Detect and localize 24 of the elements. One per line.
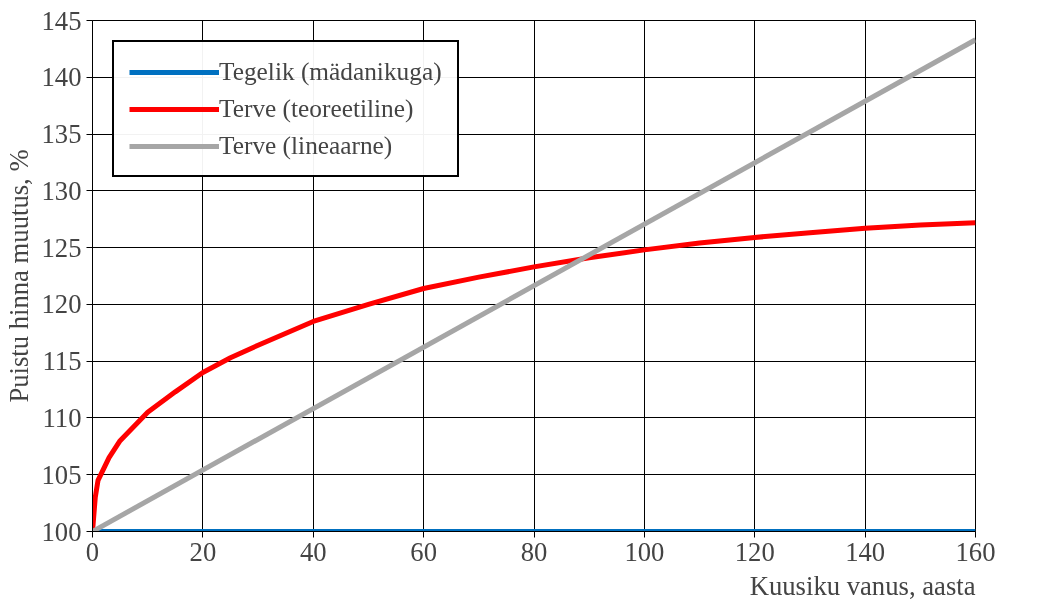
x-tick-label: 60	[410, 536, 437, 567]
y-tick-label: 140	[41, 62, 82, 93]
y-tick-label: 135	[41, 119, 82, 150]
x-tick-label: 40	[299, 536, 327, 567]
y-tick-label: 100	[41, 516, 82, 547]
x-tick-label: 20	[189, 536, 217, 567]
legend-label: Terve (teoreetiline)	[219, 94, 414, 123]
x-tick-label: 80	[520, 536, 548, 567]
y-tick-label: 110	[42, 402, 82, 433]
x-tick-label: 100	[624, 536, 665, 567]
legend-label: Terve (lineaarne)	[219, 131, 393, 160]
x-tick-label: 160	[955, 536, 996, 567]
legend-label: Tegelik (mädanikuga)	[219, 57, 442, 86]
y-tick-label: 120	[41, 289, 82, 320]
y-tick-label: 115	[42, 346, 82, 377]
x-axis-title: Kuusiku vanus, aasta	[749, 570, 976, 601]
y-tick-label: 125	[41, 232, 82, 263]
y-tick-label: 105	[41, 459, 82, 490]
x-tick-label: 120	[734, 536, 775, 567]
y-axis-title: Puistu hinna muutus, %	[3, 149, 34, 403]
y-tick-label: 130	[41, 175, 82, 206]
y-tick-label: 145	[41, 5, 82, 36]
x-tick-label: 140	[845, 536, 886, 567]
x-tick-label: 0	[85, 536, 100, 567]
